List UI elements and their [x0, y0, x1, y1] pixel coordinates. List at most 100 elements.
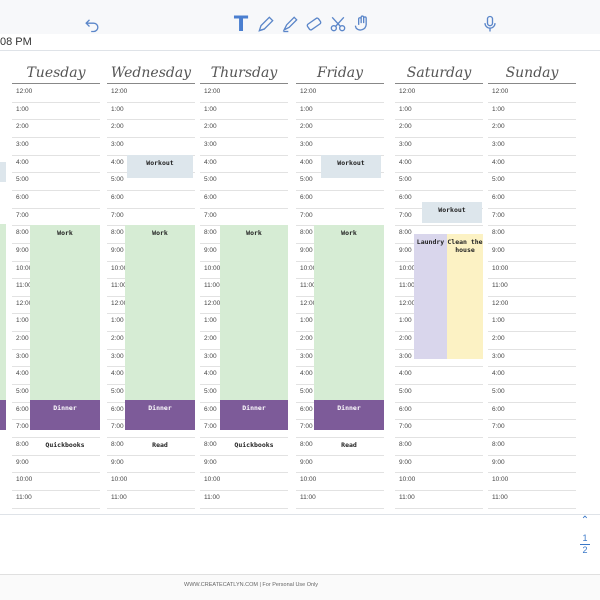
wednesday-workout-event[interactable]: Workout — [127, 154, 193, 178]
hour-label: 7:00 — [399, 211, 412, 219]
friday-read-event[interactable]: Read — [341, 441, 357, 449]
text-tool-icon[interactable]: T — [233, 12, 249, 36]
hour-label: 8:00 — [399, 229, 412, 237]
hour-label: 4:00 — [111, 370, 124, 378]
hour-label: 11:00 — [111, 493, 127, 501]
hour-line — [12, 437, 100, 438]
hour-line — [395, 366, 483, 368]
eraser-icon[interactable] — [302, 12, 326, 36]
hour-label: 5:00 — [300, 176, 313, 184]
hour-label: 3:00 — [399, 352, 412, 360]
microphone-icon[interactable] — [478, 12, 502, 36]
hour-line — [395, 101, 483, 103]
saturday-clean-event[interactable]: Clean the house — [447, 234, 483, 360]
hour-line — [395, 419, 483, 421]
hour-label: 10:00 — [204, 264, 221, 272]
hour-label: 4:00 — [16, 370, 29, 378]
hour-label: 2:00 — [399, 123, 412, 131]
hour-label: 3:00 — [300, 352, 313, 360]
time-bar: 08 PM — [0, 34, 600, 50]
page-navigator[interactable]: ⌃ 1 2 — [578, 516, 592, 570]
hour-label: 3:00 — [111, 352, 124, 360]
hour-label: 10:00 — [16, 476, 33, 484]
hour-line — [296, 437, 384, 438]
hour-line — [107, 454, 195, 456]
hour-label: 6:00 — [492, 405, 505, 413]
tuesday-work-event[interactable]: Work — [30, 225, 100, 402]
hour-label: 5:00 — [16, 176, 29, 184]
hour-label: 1:00 — [492, 105, 505, 113]
highlighter-icon[interactable] — [278, 12, 302, 36]
hour-line — [395, 189, 483, 191]
hand-icon[interactable] — [350, 12, 374, 36]
hour-line — [107, 101, 195, 103]
hour-label: 2:00 — [300, 335, 313, 343]
hour-line — [488, 313, 576, 315]
wednesday-dinner-event[interactable]: Dinner — [125, 399, 195, 430]
monday-work-edge — [0, 224, 6, 400]
hour-label: 3:00 — [492, 352, 505, 360]
hour-label: 3:00 — [111, 140, 124, 148]
hour-label: 9:00 — [492, 458, 505, 466]
tuesday-quickbooks-event[interactable]: Quickbooks — [45, 441, 85, 449]
thursday-dinner-event[interactable]: Dinner — [220, 399, 288, 430]
time-label: 08 PM — [0, 36, 32, 48]
hour-line — [296, 472, 384, 474]
thursday-work-event[interactable]: Work — [220, 225, 288, 402]
hour-line — [107, 472, 195, 474]
hour-label: 10:00 — [492, 264, 509, 272]
hour-label: 6:00 — [300, 193, 313, 201]
monday-dinner-edge — [0, 400, 6, 430]
pen-icon[interactable] — [254, 12, 278, 36]
page-current[interactable]: 1 — [582, 533, 588, 543]
hour-label: 12:00 — [399, 299, 416, 307]
wednesday-read-event[interactable]: Read — [152, 441, 168, 449]
hour-label: 12:00 — [204, 299, 221, 307]
hour-label: 8:00 — [204, 229, 217, 237]
friday-workout-event[interactable]: Workout — [321, 154, 381, 178]
hour-line — [488, 507, 576, 509]
hour-label: 4:00 — [300, 370, 313, 378]
hour-label: 5:00 — [111, 388, 124, 396]
wednesday-work-event[interactable]: Work — [125, 225, 195, 402]
friday-dinner-event[interactable]: Dinner — [314, 399, 384, 430]
hour-line — [12, 136, 100, 138]
hour-label: 6:00 — [204, 405, 217, 413]
hour-line — [12, 101, 100, 103]
hour-label: 9:00 — [204, 458, 217, 466]
hour-label: 4:00 — [399, 370, 412, 378]
hour-line — [395, 384, 483, 386]
hour-line — [488, 278, 576, 280]
hour-line — [395, 401, 483, 403]
page-divider — [0, 50, 600, 51]
tuesday-dinner-event[interactable]: Dinner — [30, 399, 100, 430]
day-header-saturday: Saturday — [395, 62, 483, 84]
hour-label: 9:00 — [111, 458, 124, 466]
footer-text[interactable]: WWW.CREATECATLYN.COM | For Personal Use … — [184, 582, 319, 588]
page-up-icon[interactable]: ⌃ — [580, 515, 590, 526]
thursday-quickbooks-event[interactable]: Quickbooks — [234, 441, 274, 449]
hour-label: 9:00 — [204, 246, 217, 254]
hour-line — [488, 295, 576, 297]
hour-line — [488, 401, 576, 403]
hour-label: 8:00 — [16, 229, 29, 237]
undo-icon[interactable] — [80, 12, 104, 36]
saturday-laundry-event[interactable]: Laundry — [414, 234, 447, 360]
hour-line — [488, 384, 576, 386]
monday-workout-edge — [0, 162, 6, 182]
scissors-icon[interactable] — [326, 12, 350, 36]
page-total[interactable]: 2 — [582, 545, 588, 555]
page-fraction-line — [580, 544, 590, 545]
friday-work-event[interactable]: Work — [314, 225, 384, 402]
hour-label: 2:00 — [399, 335, 412, 343]
hour-line — [12, 454, 100, 456]
hour-label: 10:00 — [300, 264, 317, 272]
hour-label: 8:00 — [16, 441, 29, 448]
hour-label: 7:00 — [492, 423, 505, 431]
saturday-workout-event[interactable]: Workout — [422, 202, 482, 224]
hour-label: 11:00 — [204, 493, 220, 501]
hour-label: 12:00 — [111, 88, 128, 95]
hour-label: 12:00 — [492, 299, 509, 307]
hour-line — [488, 189, 576, 191]
hour-line — [107, 207, 195, 209]
